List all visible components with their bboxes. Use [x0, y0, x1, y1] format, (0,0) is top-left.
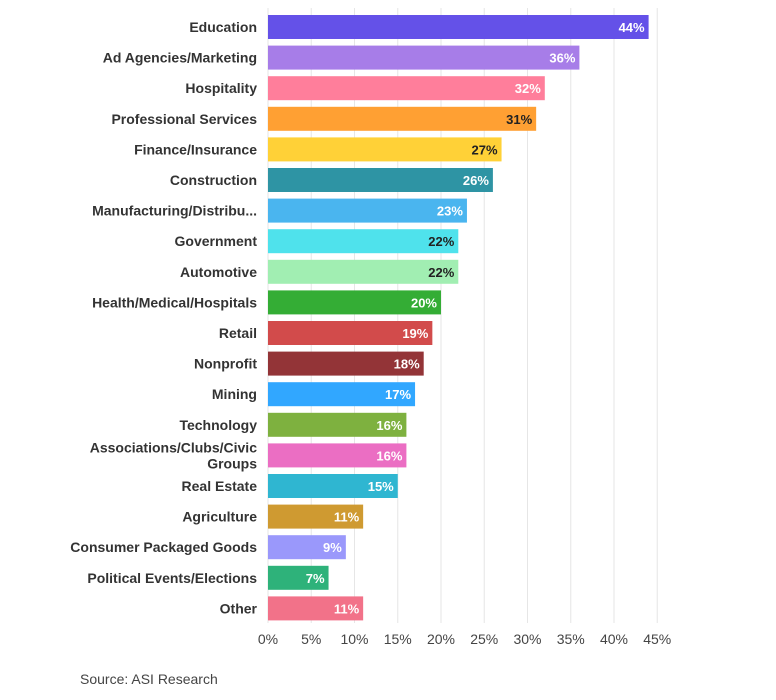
bar — [268, 106, 537, 131]
bar — [268, 351, 424, 376]
value-label: 32% — [515, 81, 541, 96]
source-note: Source: ASI Research — [80, 671, 218, 687]
bar — [268, 15, 649, 39]
category-label: Political Events/Elections — [87, 570, 257, 586]
bar — [268, 565, 329, 590]
value-label: 9% — [323, 540, 342, 555]
x-tick-label: 5% — [301, 631, 321, 647]
x-tick-label: 10% — [340, 631, 368, 647]
category-label: Agriculture — [182, 509, 257, 525]
gridlines — [267, 8, 658, 623]
category-label: Education — [189, 19, 257, 35]
value-label: 22% — [428, 265, 454, 280]
category-label: Government — [175, 233, 258, 249]
bar — [268, 535, 346, 560]
x-tick-label: 45% — [643, 631, 671, 647]
value-label: 36% — [549, 51, 575, 66]
category-label: Construction — [170, 172, 257, 188]
x-tick-label: 20% — [427, 631, 455, 647]
bar — [268, 198, 467, 223]
x-tick-label: 25% — [470, 631, 498, 647]
category-label: Real Estate — [182, 478, 258, 494]
bar — [268, 596, 364, 621]
value-labels: 44% 36% 32% 31% 27% 26% 23% 22% 22% 20% 19% 18% 17% 1… — [306, 20, 645, 616]
bar — [268, 443, 407, 468]
value-label: 11% — [334, 601, 360, 616]
x-tick-label: 30% — [513, 631, 541, 647]
bar — [268, 168, 493, 192]
category-label: Nonprofit — [194, 356, 257, 372]
category-label: Professional Services — [111, 111, 257, 127]
value-label: 16% — [376, 448, 402, 463]
x-tick-label: 0% — [258, 631, 278, 647]
value-label: 27% — [472, 142, 498, 157]
value-label: 26% — [463, 173, 489, 188]
value-label: 31% — [506, 112, 532, 127]
value-label: 7% — [306, 571, 325, 586]
x-tick-label: 40% — [600, 631, 628, 647]
bar — [268, 474, 398, 498]
category-label: Hospitality — [185, 80, 257, 96]
category-label: Associations/Clubs/Civic Groups — [90, 439, 257, 471]
bar — [268, 504, 364, 529]
category-label: Automotive — [180, 264, 257, 280]
bar — [268, 259, 459, 284]
bar — [268, 229, 459, 254]
category-labels: Education Ad Agencies/Marketing Hospitalit… — [70, 19, 257, 616]
value-label: 22% — [428, 234, 454, 249]
x-axis-ticks: 0% 5% 10% 15% 20% 25% 30% 35% 40% 45% — [258, 631, 671, 647]
category-label: Consumer Packaged Goods — [70, 539, 257, 555]
category-label: Other — [220, 600, 258, 616]
value-label: 23% — [437, 204, 463, 219]
category-label: Mining — [212, 386, 257, 402]
category-label: Retail — [219, 325, 257, 341]
value-label: 18% — [394, 357, 420, 372]
category-label: Manufacturing/Distribu... — [92, 203, 257, 219]
bar — [268, 137, 502, 162]
value-label: 20% — [411, 295, 437, 310]
x-tick-label: 35% — [557, 631, 585, 647]
x-tick-label: 15% — [384, 631, 412, 647]
value-label: 11% — [334, 510, 360, 525]
bar — [268, 412, 407, 437]
bars — [268, 15, 649, 621]
value-label: 15% — [368, 479, 394, 494]
bar — [268, 382, 416, 407]
bar — [268, 321, 433, 345]
value-label: 17% — [385, 387, 411, 402]
category-label: Finance/Insurance — [134, 141, 257, 157]
value-label: 44% — [619, 20, 645, 35]
category-label: Technology — [179, 417, 257, 433]
bar — [268, 45, 580, 70]
category-label: Health/Medical/Hospitals — [92, 294, 257, 310]
bar — [268, 290, 441, 315]
bar-chart: Education Ad Agencies/Marketing Hospitalit… — [70, 8, 671, 647]
value-label: 16% — [376, 418, 402, 433]
bar — [268, 76, 545, 101]
value-label: 19% — [402, 326, 428, 341]
category-label: Ad Agencies/Marketing — [103, 50, 257, 66]
